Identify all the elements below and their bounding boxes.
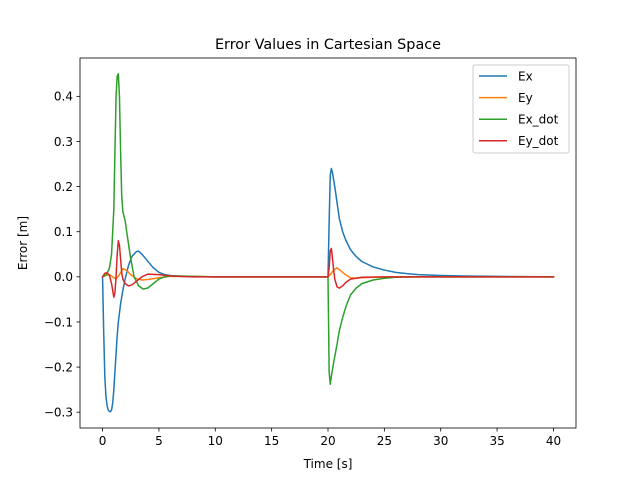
y-tick-label: 0.2 [54, 180, 73, 194]
y-tick-label: 0.0 [54, 270, 73, 284]
x-axis-ticks: 0 5 10 15 20 25 30 35 40 [99, 428, 561, 448]
x-tick-label: 20 [320, 434, 335, 448]
series-line-ey-dot [101, 239, 555, 298]
plot-area [79, 57, 577, 429]
y-axis-ticks: −0.3 −0.2 −0.1 0.0 0.1 0.2 0.3 0.4 [44, 90, 80, 420]
legend-items: Ex Ey Ex_dot Ey_dot [479, 69, 559, 148]
x-tick-label: 35 [489, 434, 504, 448]
y-tick-label: 0.3 [54, 135, 73, 149]
legend-label: Ex [518, 69, 533, 83]
x-tick-label: 15 [264, 434, 279, 448]
y-tick-label: −0.1 [44, 315, 73, 329]
y-tick-label: −0.3 [44, 406, 73, 420]
series-line-ex-dot [101, 73, 555, 385]
x-tick-label: 0 [99, 434, 107, 448]
x-axis-label: Time [s] [303, 457, 353, 471]
x-tick-label: 5 [155, 434, 163, 448]
series-layer [101, 73, 555, 413]
legend: Ex Ey Ex_dot Ey_dot [472, 64, 570, 154]
x-tick-label: 40 [546, 434, 561, 448]
legend-label: Ey_dot [518, 134, 559, 148]
x-tick-label: 30 [433, 434, 448, 448]
x-tick-label: 25 [377, 434, 392, 448]
legend-label: Ex_dot [518, 113, 559, 127]
chart-title: Error Values in Cartesian Space [215, 37, 441, 53]
y-axis-label: Error [m] [16, 216, 30, 270]
y-tick-label: 0.4 [54, 90, 73, 104]
x-tick-label: 10 [208, 434, 223, 448]
y-tick-label: 0.1 [54, 225, 73, 239]
y-tick-label: −0.2 [44, 360, 73, 374]
legend-box [472, 64, 570, 154]
legend-label: Ey [518, 91, 533, 105]
